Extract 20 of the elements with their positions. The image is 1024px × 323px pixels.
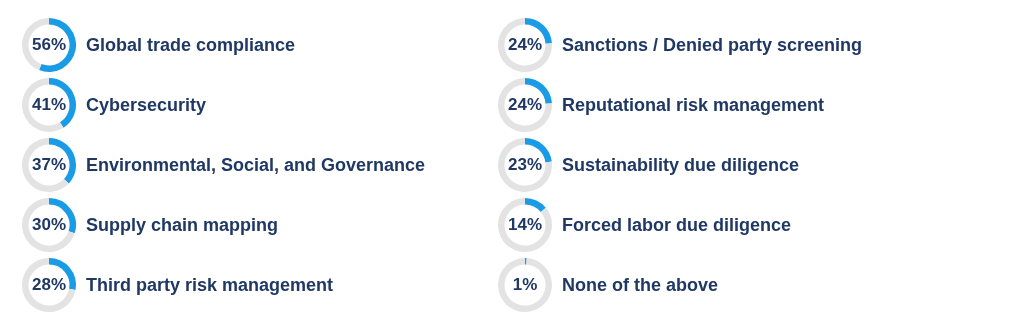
text: Forced labor due diligence (562, 214, 792, 236)
text: Supply chain mapping (86, 214, 279, 236)
text: Global trade compliance (86, 34, 296, 56)
data-label: 24% (507, 94, 543, 114)
data-label: 23% (507, 154, 543, 174)
data-label: 28% (31, 274, 67, 294)
text: None of the above (562, 274, 719, 296)
data-label: 14% (507, 214, 543, 234)
data-label: 30% (31, 214, 67, 234)
data-label: 41% (31, 94, 67, 114)
data-label: 1% (512, 274, 538, 294)
text: Cybersecurity (86, 94, 207, 116)
text: Sustainability due diligence (562, 154, 800, 176)
data-label: 56% (31, 34, 67, 54)
data-label: 37% (31, 154, 67, 174)
text: Third party risk management (86, 274, 334, 296)
data-label: 24% (507, 34, 543, 54)
text: Sanctions / Denied party screening (562, 34, 863, 56)
text: Reputational risk management (562, 94, 825, 116)
text: Environmental, Social, and Governance (86, 154, 426, 176)
